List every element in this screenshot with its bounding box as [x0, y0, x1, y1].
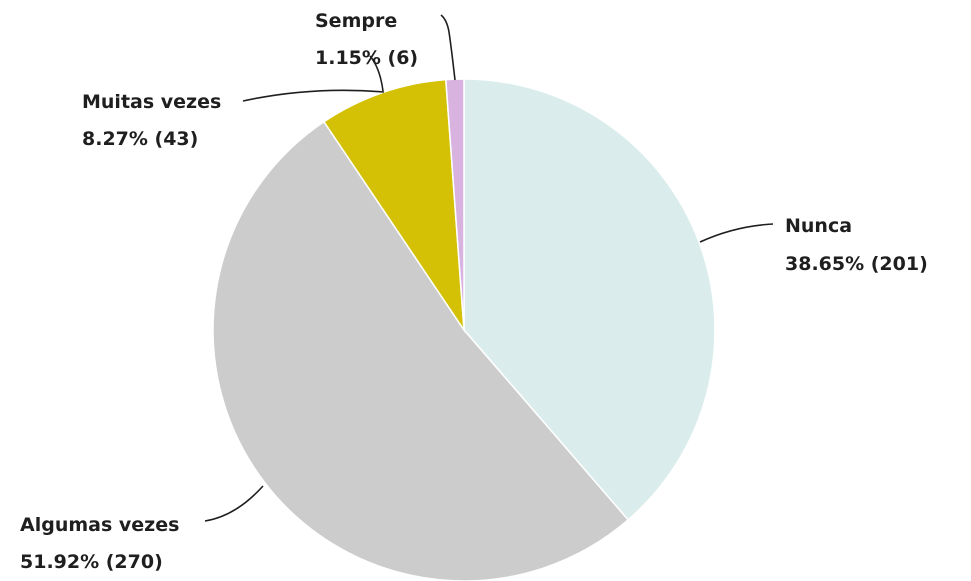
leader-line-sempre-value [369, 55, 384, 92]
leader-line-sempre [440, 14, 456, 81]
leader-lines [204, 14, 774, 522]
slice-algumas-vezes [212, 120, 630, 581]
label-sempre-value: 1.15% (6) [315, 47, 418, 69]
leader-line-algumas-vezes [204, 485, 264, 522]
label-nunca-value: 38.65% (201) [785, 253, 928, 275]
label-algumas-vezes-name: Algumas vezes [20, 514, 179, 536]
slice-nunca [463, 78, 716, 521]
label-muitas-vezes-value: 8.27% (43) [82, 128, 198, 150]
label-muitas-vezes-name: Muitas vezes [82, 91, 221, 113]
label-nunca-name: Nunca [785, 215, 852, 237]
label-sempre-name: Sempre [315, 10, 397, 32]
leader-line-nunca [699, 223, 774, 243]
slice-labels: Nunca 38.65% (201) Algumas vezes 51.92% … [20, 10, 928, 573]
label-algumas-vezes-value: 51.92% (270) [20, 551, 163, 573]
leader-line-muitas-vezes [242, 89, 385, 102]
pie-slices [212, 78, 716, 581]
slice-muitas-vezes [322, 78, 465, 333]
